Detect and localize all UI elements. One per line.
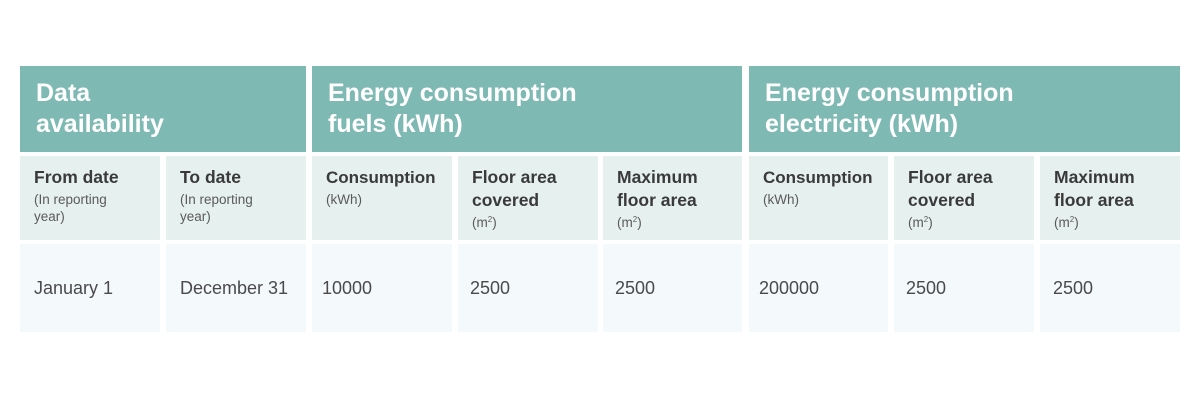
column-header-from-date: From date (In reporting year) [20, 156, 160, 240]
cell-electricity-consumption: 200000 [749, 244, 888, 332]
column-header-fuels-floor-area-covered: Floor area covered (m2) [458, 156, 598, 240]
column-header-electricity-consumption: Consumption (kWh) [749, 156, 888, 240]
cell-electricity-floor-area-covered: 2500 [894, 244, 1034, 332]
table-cell-value: 200000 [759, 278, 820, 298]
cell-electricity-maximum-floor-area: 2500 [1040, 244, 1180, 332]
group-header-energy-electricity: Energy consumption electricity (kWh) [749, 66, 1180, 152]
table-cell-value: 2500 [1053, 278, 1094, 298]
column-header-fuels-maximum-floor-area: Maximum floor area (m2) [603, 156, 742, 240]
cell-fuels-maximum-floor-area: 2500 [603, 244, 742, 332]
column-header-to-date: To date (In reporting year) [166, 156, 306, 240]
cell-fuels-consumption: 10000 [312, 244, 452, 332]
table-cell-value: 2500 [615, 278, 656, 298]
cell-to-date: December 31 [166, 244, 306, 332]
table-cell-value: 10000 [322, 278, 373, 298]
column-header-electricity-floor-area-covered: Floor area covered (m2) [894, 156, 1034, 240]
table-cell-value: January 1 [34, 278, 114, 298]
group-header-data-availability: Data availability [20, 66, 306, 152]
table-cell-value: 2500 [470, 278, 511, 298]
group-header-energy-fuels: Energy consumption fuels (kWh) [312, 66, 742, 152]
table-cell-value: 2500 [906, 278, 947, 298]
table-cell-value: December 31 [180, 278, 289, 298]
column-header-fuels-consumption: Consumption (kWh) [312, 156, 452, 240]
cell-fuels-floor-area-covered: 2500 [458, 244, 598, 332]
column-header-electricity-maximum-floor-area: Maximum floor area (m2) [1040, 156, 1180, 240]
cell-from-date: January 1 [20, 244, 160, 332]
